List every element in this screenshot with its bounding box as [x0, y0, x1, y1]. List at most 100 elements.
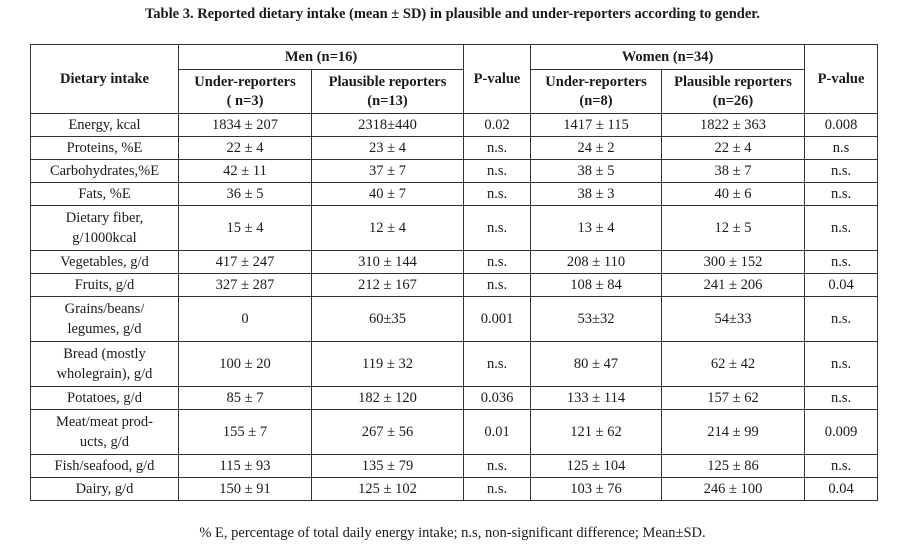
cell-p-men: n.s. — [463, 454, 532, 478]
row-label: Dairy, g/d — [30, 477, 179, 501]
cell-men-under: 155 ± 7 — [178, 409, 312, 455]
cell-women-plausible: 12 ± 5 — [661, 205, 806, 251]
cell-men-under: 100 ± 20 — [178, 341, 312, 387]
cell-p-women: 0.04 — [804, 273, 879, 297]
cell-men-under: 36 ± 5 — [178, 182, 312, 206]
cell-men-plausible: 37 ± 7 — [310, 159, 465, 183]
cell-men-under: 22 ± 4 — [178, 136, 312, 160]
cell-men-plausible: 267 ± 56 — [310, 409, 465, 455]
table-row: Proteins, %E 22 ± 4 23 ± 4 n.s. 24 ± 2 22 ± 4… — [30, 136, 879, 160]
cell-men-plausible: 182 ± 120 — [310, 386, 465, 410]
cell-men-under: 150 ± 91 — [178, 477, 312, 501]
cell-men-plausible: 23 ± 4 — [310, 136, 465, 160]
table-footnote: % E, percentage of total daily energy in… — [199, 525, 706, 541]
cell-women-plausible: 62 ± 42 — [661, 341, 806, 387]
table-row: Fruits, g/d 327 ± 287 212 ± 167 n.s. 108 ± 8… — [30, 273, 879, 297]
cell-men-under: 0 — [178, 296, 312, 342]
cell-women-plausible: 38 ± 7 — [661, 159, 806, 183]
cell-men-under: 417 ± 247 — [178, 250, 312, 274]
table-body: Energy, kcal 1834 ± 207 2318±440 0.02 1417 ±… — [30, 113, 879, 501]
cell-women-plausible: 125 ± 86 — [661, 454, 806, 478]
men-plausible-header: Plausible reporters (n=13) — [310, 69, 465, 114]
table-row: Fish/seafood, g/d 115 ± 93 135 ± 79 n.s. 125… — [30, 454, 879, 478]
cell-women-under: 125 ± 104 — [530, 454, 663, 478]
cell-p-men: n.s. — [463, 250, 532, 274]
row-label: Fruits, g/d — [30, 273, 179, 297]
table-row: Energy, kcal 1834 ± 207 2318±440 0.02 1417 ±… — [30, 113, 879, 137]
cell-p-men: n.s. — [463, 159, 532, 183]
cell-men-under: 85 ± 7 — [178, 386, 312, 410]
cell-women-under: 80 ± 47 — [530, 341, 663, 387]
row-label: Fish/seafood, g/d — [30, 454, 179, 478]
row-label: Carbohydrates,%E — [30, 159, 179, 183]
cell-p-men: 0.001 — [463, 296, 532, 342]
cell-women-plausible: 214 ± 99 — [661, 409, 806, 455]
cell-p-women: n.s — [804, 136, 879, 160]
cell-men-plausible: 310 ± 144 — [310, 250, 465, 274]
cell-p-women: 0.009 — [804, 409, 879, 455]
table-row: Meat/meat prod-ucts, g/d 155 ± 7 267 ± 56 0… — [30, 409, 879, 455]
cell-women-under: 38 ± 3 — [530, 182, 663, 206]
table-row: Fats, %E 36 ± 5 40 ± 7 n.s. 38 ± 3 40 ± 6 n.s. — [30, 182, 879, 206]
row-label: Meat/meat prod-ucts, g/d — [30, 409, 179, 455]
cell-women-under: 103 ± 76 — [530, 477, 663, 501]
cell-women-under: 108 ± 84 — [530, 273, 663, 297]
table-row: Grains/beans/legumes, g/d 0 60±35 0.001 53±3… — [30, 296, 879, 342]
row-label: Fats, %E — [30, 182, 179, 206]
cell-women-plausible: 1822 ± 363 — [661, 113, 806, 137]
table-caption: Table 3. Reported dietary intake (mean ±… — [144, 6, 761, 22]
cell-men-plausible: 119 ± 32 — [310, 341, 465, 387]
cell-men-under: 1834 ± 207 — [178, 113, 312, 137]
cell-p-men: 0.02 — [463, 113, 532, 137]
cell-women-under: 24 ± 2 — [530, 136, 663, 160]
cell-women-under: 121 ± 62 — [530, 409, 663, 455]
cell-p-women: n.s. — [804, 454, 879, 478]
table-row: Bread (mostly wholegrain), g/d 100 ± 20 119… — [30, 341, 879, 387]
dietary-intake-header: Dietary intake — [30, 44, 179, 114]
row-label: Potatoes, g/d — [30, 386, 179, 410]
cell-p-women: n.s. — [804, 205, 879, 251]
cell-women-plausible: 246 ± 100 — [661, 477, 806, 501]
cell-men-plausible: 125 ± 102 — [310, 477, 465, 501]
table-row: Potatoes, g/d 85 ± 7 182 ± 120 0.036 133 ± 1… — [30, 386, 879, 410]
cell-men-plausible: 2318±440 — [310, 113, 465, 137]
women-group-header: Women (n=34) — [530, 44, 806, 70]
cell-men-plausible: 60±35 — [310, 296, 465, 342]
cell-men-plausible: 212 ± 167 — [310, 273, 465, 297]
dietary-intake-table: Dietary intake Men (n=16) P-value Women … — [30, 44, 879, 501]
table-row: Vegetables, g/d 417 ± 247 310 ± 144 n.s. 208… — [30, 250, 879, 274]
cell-women-plausible: 40 ± 6 — [661, 182, 806, 206]
women-plausible-header: Plausible reporters (n=26) — [661, 69, 806, 114]
cell-women-under: 53±32 — [530, 296, 663, 342]
cell-p-women: n.s. — [804, 182, 879, 206]
cell-p-men: n.s. — [463, 273, 532, 297]
row-label: Grains/beans/legumes, g/d — [30, 296, 179, 342]
cell-p-men: n.s. — [463, 182, 532, 206]
cell-men-under: 42 ± 11 — [178, 159, 312, 183]
cell-p-women: n.s. — [804, 386, 879, 410]
table-row: Dietary fiber, g/1000kcal 15 ± 4 12 ± 4 n.s.… — [30, 205, 879, 251]
row-label: Proteins, %E — [30, 136, 179, 160]
men-under-header: Under-reporters( n=3) — [178, 69, 312, 114]
cell-women-plausible: 157 ± 62 — [661, 386, 806, 410]
p-value-women-header: P-value — [804, 44, 879, 114]
cell-men-plausible: 12 ± 4 — [310, 205, 465, 251]
cell-men-plausible: 135 ± 79 — [310, 454, 465, 478]
cell-women-plausible: 300 ± 152 — [661, 250, 806, 274]
cell-men-under: 15 ± 4 — [178, 205, 312, 251]
cell-p-women: n.s. — [804, 341, 879, 387]
table-row: Dairy, g/d 150 ± 91 125 ± 102 n.s. 103 ± 76 2… — [30, 477, 879, 501]
cell-p-men: n.s. — [463, 477, 532, 501]
men-group-header: Men (n=16) — [177, 44, 465, 70]
cell-women-under: 13 ± 4 — [530, 205, 663, 251]
cell-women-under: 38 ± 5 — [530, 159, 663, 183]
cell-men-plausible: 40 ± 7 — [310, 182, 465, 206]
cell-women-under: 133 ± 114 — [530, 386, 663, 410]
cell-p-women: n.s. — [804, 296, 879, 342]
cell-p-men: 0.036 — [463, 386, 532, 410]
row-label: Bread (mostly wholegrain), g/d — [30, 341, 179, 387]
cell-women-under: 208 ± 110 — [530, 250, 663, 274]
cell-women-plausible: 22 ± 4 — [661, 136, 806, 160]
cell-women-plausible: 54±33 — [661, 296, 806, 342]
